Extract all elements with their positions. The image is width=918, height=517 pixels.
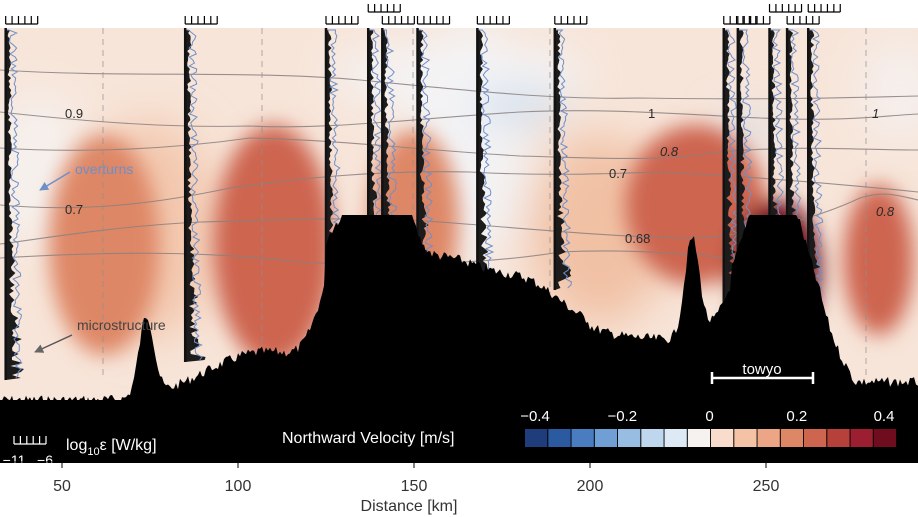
colorbar-tick-label: −0.2 [607,408,637,425]
epsilon-profile-fill [723,30,740,320]
profile-scale-comb [807,4,841,13]
colorbar-label: Northward Velocity [m/s] [282,430,455,447]
colorbar-cell [734,429,757,447]
epsilon-scale-label: log10ε [W/kg] [66,437,157,458]
overturn-trace [5,29,23,379]
contour-label: 1 [648,106,655,121]
velocity-hotspot [49,135,160,355]
colorbar-cell [641,429,664,447]
overturn-trace [808,29,825,340]
profile-scale-comb [184,16,218,25]
contour-labels: 0.9 0.7 1 0.8 0.7 0.68 1 0.8 [65,106,895,246]
contour-line [0,137,918,160]
colorbar-cell [525,429,548,447]
x-axis-label: Distance [km] [361,498,458,515]
profile-scale-comb [737,16,771,25]
velocity-hotspot [625,125,766,285]
epsilon-profile [4,16,39,380]
contour-label: 0.7 [609,166,627,181]
colorbar-tick-label: 0.4 [874,408,895,425]
profile-scale-comb [325,16,359,25]
colorbar: Northward Velocity [m/s] −0.4 −0.2 0 0.2 0.4 [282,408,899,449]
epsilon-profile-fill [185,30,206,362]
colorbar-cell [711,429,734,447]
colorbar-cell [850,429,873,447]
overturn-trace [477,29,495,301]
velocity-patch-near-zero [330,45,590,105]
x-tick-label: 200 [577,478,604,495]
x-axis: 50 100 150 200 250 Distance [km] [0,461,918,517]
colorbar-cell [827,429,850,447]
velocity-patch-southward [723,118,773,142]
epsilon-profile-fill [417,30,433,300]
towyo-marker: towyo [710,361,815,384]
velocity-hotspot [213,125,334,365]
microstructure-arrow [34,334,73,353]
x-tick-label: 250 [753,478,780,495]
colorbar-tick-label: −0.4 [520,408,550,425]
epsilon-profile-fill [554,30,572,290]
contour-line [0,193,918,245]
contour-label: 0.68 [625,231,650,246]
colorbar-cell [757,429,780,447]
profile-scale-comb [5,16,39,25]
contour-label: 0.8 [876,204,895,219]
velocity-hotspot [843,185,914,335]
colorbar-tick-label: 0 [705,408,713,425]
contour-label: 1 [872,106,879,121]
x-tick-label: 100 [225,478,252,495]
profile-scale-comb [786,16,820,25]
contour-label: 0.8 [660,144,679,159]
colorbar-cell [594,429,618,447]
epsilon-scale-ticks [13,436,47,445]
profile-scale-comb [476,16,510,25]
contour-label: 0.7 [65,202,83,217]
x-tick-label: 50 [53,478,71,495]
epsilon-profile-fill [5,30,24,380]
overturn-trace [554,29,573,289]
contour-line [0,110,918,128]
x-axis-ticks: 50 100 150 200 250 [0,461,918,517]
contour-line [0,171,918,209]
epsilon-profile [553,16,588,290]
profile-scale-comb [381,16,415,25]
colorbar-cell [571,429,594,447]
colorbar-tick-label: 0.2 [786,408,807,425]
colorbar-cell [618,429,641,447]
colorbar-ticks: −0.4 −0.2 0 0.2 0.4 [520,408,894,425]
colorbar-cell [687,429,711,447]
annotations: overturns microstructure [34,161,166,353]
profile-scale-comb [768,4,803,13]
contour-label: 0.9 [65,106,83,121]
microstructure-label: microstructure [77,317,166,333]
towyo-label: towyo [742,361,781,378]
profile-scale-comb [367,4,401,13]
x-axis-panel [0,463,918,517]
colorbar-cell [664,429,687,447]
overturn-trace [185,29,203,361]
epsilon-scale: −11 −6 log10ε [W/kg] [3,436,157,468]
colorbar-cell [873,429,897,447]
profile-scale-comb [554,16,588,25]
overturns-label: overturns [75,161,133,177]
epsilon-profile [183,16,218,362]
colorbar-cell [780,429,804,447]
colorbar-cell [804,429,827,447]
colorbar-cells [525,429,897,447]
overturns-arrow [39,171,71,191]
colorbar-cell [548,429,571,447]
profile-scale-comb [416,16,451,25]
x-tick-label: 150 [401,478,428,495]
